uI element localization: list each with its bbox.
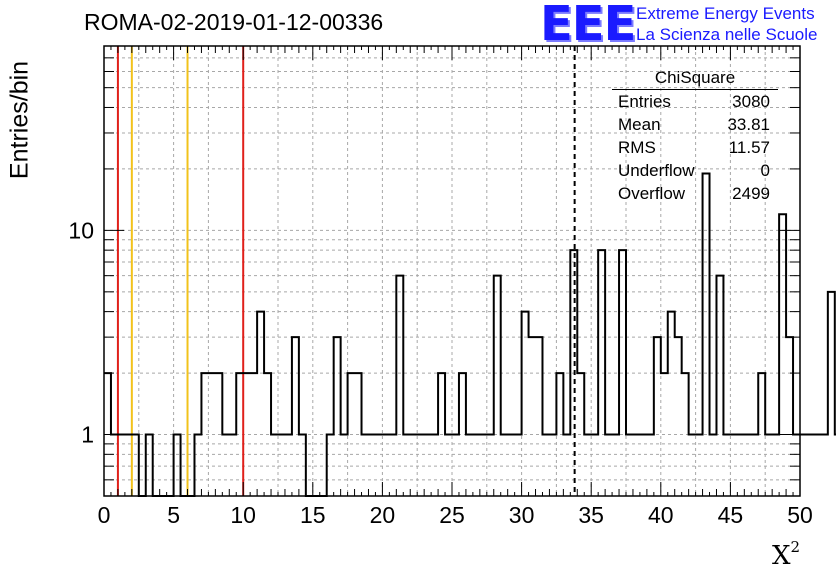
x-tick-label: 20 <box>370 502 396 528</box>
x-tick-label: 50 <box>787 502 813 528</box>
stats-title: ChiSquare <box>612 68 778 90</box>
stats-value: 11.57 <box>728 138 770 157</box>
marker-lines <box>116 46 576 496</box>
stats-row-underflow: Underflow 0 <box>612 159 778 182</box>
stats-label: RMS <box>618 138 656 157</box>
x-tick-label: 45 <box>718 502 744 528</box>
axis-tick-labels: 0 5 10 15 20 25 30 35 40 45 50 1 10 <box>68 217 812 528</box>
stats-row-entries: Entries 3080 <box>612 90 778 113</box>
stats-row-mean: Mean 33.81 <box>612 113 778 136</box>
stats-value: 33.81 <box>727 115 770 134</box>
x-tick-label: 5 <box>167 502 180 528</box>
y-axis-label: Entries/bin <box>5 60 34 180</box>
x-tick-label: 30 <box>509 502 535 528</box>
axis-ticks <box>103 46 801 496</box>
stats-row-rms: RMS 11.57 <box>612 136 778 159</box>
histogram-outline <box>104 172 836 497</box>
eee-logo: EEE <box>540 0 636 52</box>
x-tick-label: 15 <box>300 502 326 528</box>
stats-value: 3080 <box>732 92 770 111</box>
stats-value: 0 <box>760 161 770 180</box>
grid-lines <box>104 46 800 496</box>
x-tick-label: 25 <box>439 502 465 528</box>
stats-value: 2499 <box>732 184 770 203</box>
y-tick-label: 1 <box>81 422 94 448</box>
stats-label: Entries <box>618 92 671 111</box>
stats-row-overflow: Overflow 2499 <box>612 182 778 205</box>
x-tick-label: 10 <box>230 502 256 528</box>
x-axis-label: X2 <box>771 538 800 571</box>
logo-line-1: Extreme Energy Events <box>636 4 815 23</box>
y-tick-label: 10 <box>68 217 94 243</box>
chart-title: ROMA-02-2019-01-12-00336 <box>84 9 384 35</box>
stats-label: Underflow <box>618 161 695 180</box>
x-tick-label: 40 <box>648 502 674 528</box>
x-tick-label: 0 <box>98 502 111 528</box>
stats-box: ChiSquare Entries 3080 Mean 33.81 RMS 11… <box>612 68 778 205</box>
x-tick-label: 35 <box>578 502 604 528</box>
logo-line-2: La Scienza nelle Scuole <box>636 25 818 44</box>
stats-label: Overflow <box>618 184 686 203</box>
stats-label: Mean <box>618 115 661 134</box>
